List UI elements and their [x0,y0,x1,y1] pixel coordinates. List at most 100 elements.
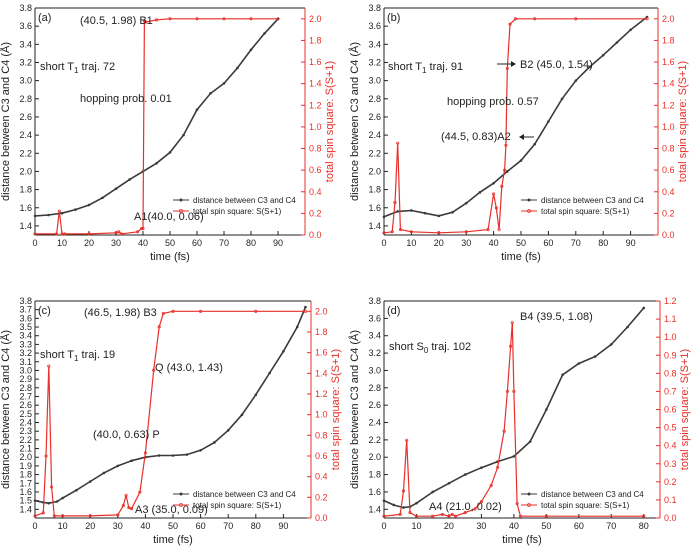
distance-point [629,28,632,32]
panel-title-subscript: 1 [74,66,79,75]
annotation: (40.0, 0.63) P [93,429,160,441]
distance-point [528,440,532,443]
y-left-tick-label: 1.6 [19,487,32,497]
x-tick-label: 60 [196,521,206,531]
distance-point [577,362,581,365]
spin-point [489,483,493,488]
spin-point [486,228,490,232]
spin-point [508,22,512,26]
distance-point [642,306,646,310]
distance-point [560,97,564,101]
y-left-tick-label: 3.4 [19,331,32,341]
spin-point [44,454,48,458]
distance-series-line [34,18,279,217]
y-right-tick-label: 1.8 [315,327,328,337]
legend-swatch-marker [527,503,531,507]
distance-point [282,350,285,353]
distance-point [609,343,613,346]
y-left-tick-label: 1.7 [19,478,32,488]
spin-point [382,514,386,518]
spin-point [199,309,203,313]
spin-point [382,231,386,235]
spin-point [408,511,412,515]
spin-point [510,321,514,325]
y-left-tick-label: 2.6 [19,400,32,410]
y-left-tick-label: 3.8 [368,3,381,13]
spin-point [140,226,144,231]
distance-point [226,429,230,432]
panel-title-main: short S [389,341,424,353]
panel-title-rest: traj. 72 [78,61,115,73]
spin-point [41,511,45,515]
y-right-tick-label: 0.8 [664,368,677,378]
distance-point [213,441,216,444]
y-left-tick-label: 2.9 [19,374,32,384]
y-left-tick-label: 3.7 [19,305,32,315]
distance-point [402,506,405,509]
y-left-tick-label: 2.6 [368,112,381,122]
distance-point [382,215,386,219]
y-left-tick-label: 1.8 [368,470,381,480]
y-left-tick-label: 3.1 [19,357,32,367]
y-left-tick-label: 3.5 [19,322,32,332]
distance-point [128,178,131,181]
y-right-tick-label: 0.2 [664,477,677,487]
y-left-tick-label: 2.2 [368,148,381,158]
panel-label: (b) [387,12,400,24]
x-tick-label: 30 [113,521,123,531]
spin-series-line [383,18,647,234]
spin-point [141,226,145,231]
spin-point [138,490,142,494]
distance-point [47,213,50,217]
y-right-tick-label: 0.5 [664,423,677,433]
spin-point [453,514,457,518]
distance-point [168,151,172,154]
spin-point [473,507,477,511]
x-axis-label: time (fs) [153,534,193,546]
spin-point [512,389,516,393]
spin-point [398,512,402,516]
spin-point [303,309,308,313]
distance-point [130,459,133,463]
distance-point [116,464,120,468]
spin-point [464,230,468,234]
y-right-tick-label: 0.8 [309,144,322,154]
y-left-tick-label: 3.8 [19,296,32,306]
y-left-tick-label: 2.0 [368,166,381,176]
distance-point [593,355,597,358]
y-right-tick-label: 0.3 [664,459,677,469]
x-tick-label: 0 [381,521,386,531]
arrow-a2-head [519,134,524,140]
y-right-tick-label: 0.6 [664,405,677,415]
distance-point [574,79,578,82]
y-right-tick-label: 0.6 [309,165,322,175]
spin-point [515,501,519,506]
legend-swatch-marker [179,198,183,202]
distance-point [263,32,266,35]
y-left-tick-label: 2.2 [19,435,32,445]
spin-point [61,514,65,518]
annotation: A3 (35.0, 0.09) [135,504,208,516]
annotation: A1(40.0, 0.06) [134,211,204,223]
x-tick-label: 80 [598,238,608,248]
spin-point [88,514,92,518]
x-tick-label: 60 [543,238,553,248]
distance-point [236,66,239,70]
panel-title: short S0 traj. 102 [389,341,471,355]
y-right-tick-label: 0.4 [664,441,677,451]
distance-point [392,503,396,507]
y-left-tick-label: 1.8 [368,185,381,195]
spin-point [401,489,406,493]
distance-point [171,454,175,457]
y-right-tick-label: 0.2 [309,208,322,218]
y-right-tick-label: 1.0 [315,410,328,420]
distance-point [254,393,258,397]
distance-point [182,133,185,137]
spin-point [33,232,37,236]
panel-label: (c) [38,305,51,317]
y-left-tick-label: 3.4 [19,39,32,49]
annotation: A4 (21.0, 0.02) [429,501,502,513]
y-left-tick-label: 3.2 [368,348,381,358]
x-tick-label: 50 [516,238,526,248]
distance-point [33,214,37,218]
